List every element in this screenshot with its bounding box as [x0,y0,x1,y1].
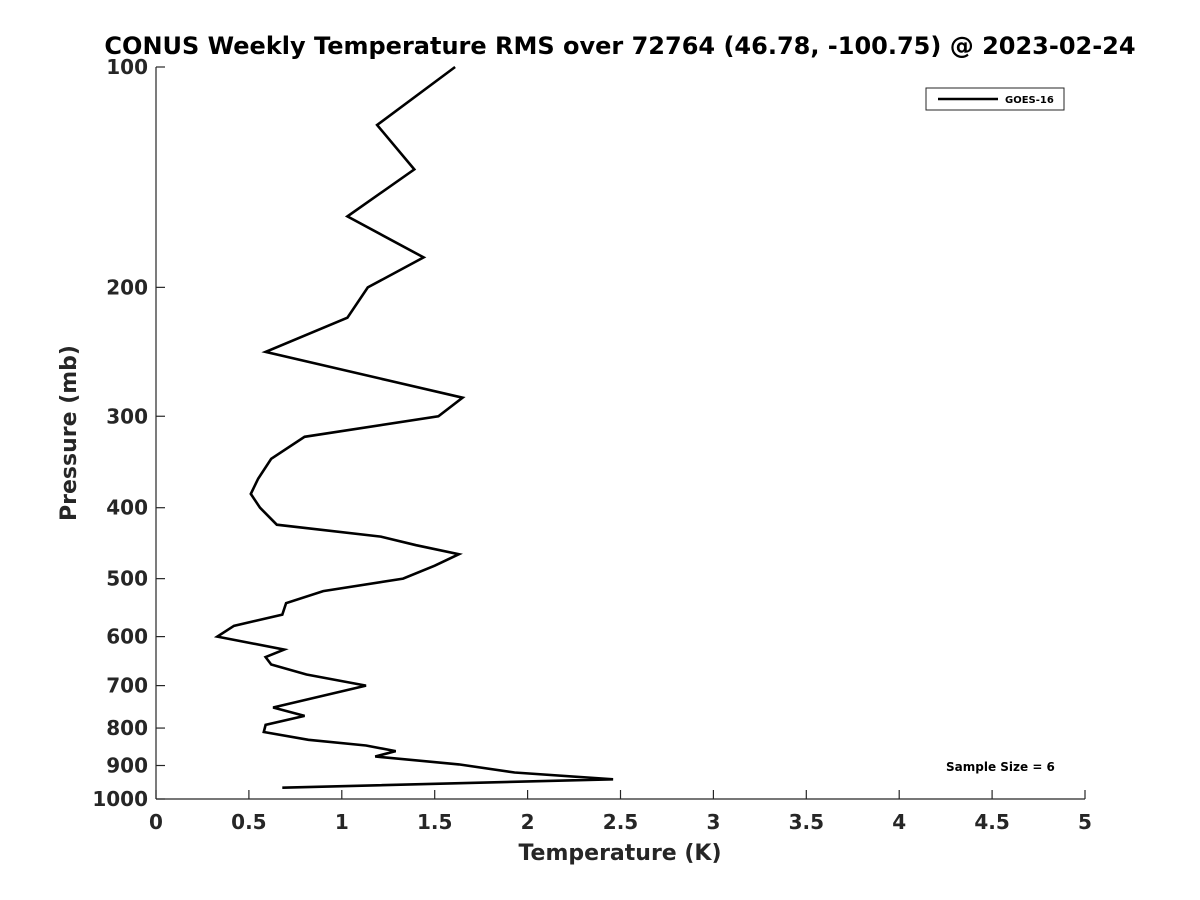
y-axis-ticks: 100 200 300 400 500 600 700 800 900 1000 [92,55,165,811]
x-tick-label: 2.5 [603,810,638,834]
y-tick-label: 600 [106,625,148,649]
y-tick-label: 1000 [92,787,148,811]
x-tick-label: 1.5 [417,810,452,834]
y-tick-label: 800 [106,716,148,740]
y-tick-label: 400 [106,496,148,520]
series-line-goes-16 [213,65,614,789]
x-tick-label: 3.5 [789,810,824,834]
x-tick-label: 3 [706,810,720,834]
y-axis-label: Pressure (mb) [57,345,82,521]
x-tick-label: 2 [521,810,535,834]
legend: GOES-16 [925,87,1065,111]
series-layer [213,65,614,789]
y-tick-label: 500 [106,567,148,591]
chart-title: CONUS Weekly Temperature RMS over 72764 … [104,32,1135,60]
x-tick-label: 1 [335,810,349,834]
y-tick-label: 100 [106,55,148,79]
y-tick-label: 300 [106,404,148,428]
legend-label-goes-16: GOES-16 [1005,95,1054,106]
x-tick-label: 4 [892,810,906,834]
sample-size-annotation: Sample Size = 6 [946,760,1055,774]
y-tick-label: 200 [106,275,148,299]
x-tick-label: 0 [149,810,163,834]
x-tick-label: 4.5 [974,810,1009,834]
x-tick-label: 5 [1078,810,1092,834]
x-axis-ticks: 0 0.5 1 1.5 2 2.5 3 3.5 4 4.5 5 [149,790,1092,834]
x-tick-label: 0.5 [231,810,266,834]
plot-area [156,67,1085,799]
y-tick-label: 900 [106,754,148,778]
x-axis-label: Temperature (K) [518,841,721,866]
y-tick-label: 700 [106,674,148,698]
